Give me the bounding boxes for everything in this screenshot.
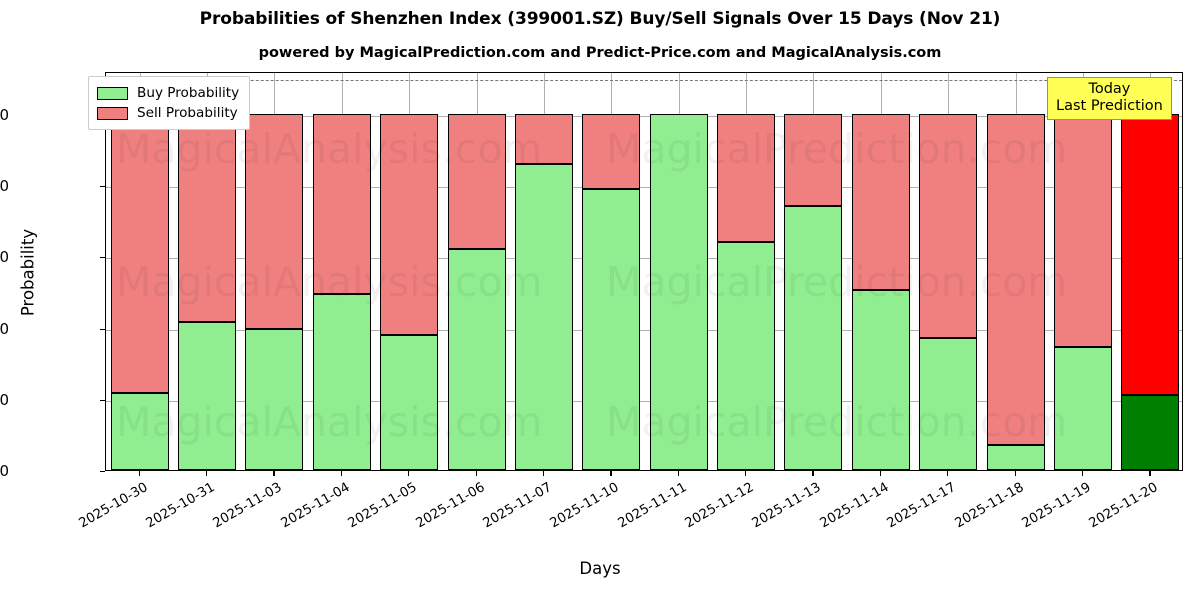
bars-layer [106,73,1182,470]
x-tick-mark [1081,471,1084,476]
x-tick-mark [1149,471,1151,476]
bar-segment-buy[interactable] [380,334,439,470]
legend-item-buy: Buy Probability [97,83,239,103]
x-tick-mark [273,471,275,476]
bar-segment-sell[interactable] [851,113,910,291]
bar-segment-buy[interactable] [110,393,169,470]
bar-group[interactable] [245,73,304,470]
bar-group[interactable] [1053,73,1112,470]
x-tick-mark [1014,471,1016,476]
bar-segment-buy[interactable] [851,290,910,470]
bar-group[interactable] [784,73,843,470]
bar-segment-buy[interactable] [447,249,506,470]
bar-group[interactable] [919,73,978,470]
bar-segment-sell[interactable] [312,113,371,294]
gridline-horizontal [106,187,1182,188]
x-tick-mark [610,471,612,476]
bar-group[interactable] [312,73,371,470]
bar-group[interactable] [178,73,237,470]
bar-group[interactable] [649,73,708,470]
bar-segment-sell[interactable] [986,113,1045,446]
bar-segment-buy[interactable] [649,113,708,470]
x-tick-mark [138,471,140,476]
bar-group[interactable] [851,73,910,470]
bar-group[interactable] [447,73,506,470]
gridline-horizontal [106,115,1182,117]
y-tick-label: 0 [0,462,9,480]
x-tick-mark [745,471,747,476]
bar-segment-sell[interactable] [784,113,843,207]
x-axis-label: Days [579,559,621,578]
gridline-horizontal [106,400,1182,402]
bar-group[interactable] [1121,73,1180,470]
bar-segment-buy[interactable] [919,338,978,470]
gridline-horizontal [106,258,1182,260]
bar-segment-buy[interactable] [717,242,776,470]
bar-segment-buy[interactable] [1121,395,1180,470]
bar-segment-sell[interactable] [447,113,506,250]
y-tick-label: 40 [0,319,9,338]
bar-segment-sell[interactable] [1053,113,1112,348]
today-annotation-line2: Last Prediction [1056,98,1163,115]
y-tick-mark [100,257,105,259]
bar-segment-sell[interactable] [717,113,776,242]
legend-swatch-buy [97,86,128,100]
x-tick-mark [408,471,410,476]
y-tick-mark [100,328,105,330]
y-tick-label: 100 [0,105,9,124]
legend-item-sell: Sell Probability [97,103,239,123]
bar-segment-sell[interactable] [380,113,439,335]
bar-segment-sell[interactable] [582,113,641,189]
today-annotation-line1: Today [1088,81,1131,97]
x-tick-mark [677,471,679,476]
bar-segment-buy[interactable] [312,293,371,470]
y-axis-label: Probability [18,228,38,317]
x-tick-mark [340,471,342,476]
bar-segment-buy[interactable] [986,445,1045,470]
bar-group[interactable] [110,73,169,470]
bar-group[interactable] [582,73,641,470]
plot-area: MagicalAnalysis.comMagicalPrediction.com… [105,72,1183,471]
bar-segment-sell[interactable] [919,113,978,339]
bar-segment-buy[interactable] [582,188,641,470]
y-tick-mark [100,399,105,401]
chart-legend: Buy Probability Sell Probability [88,76,251,130]
y-tick-label: 20 [0,390,9,409]
today-annotation: Today Last Prediction [1047,77,1172,121]
y-tick-mark [100,186,105,188]
legend-label-buy: Buy Probability [137,85,240,101]
x-tick-mark [947,471,949,476]
legend-label-sell: Sell Probability [137,105,238,121]
bar-segment-buy[interactable] [245,329,304,470]
bar-segment-sell[interactable] [110,113,169,394]
bar-segment-sell[interactable] [178,113,237,323]
y-tick-label: 80 [0,177,9,195]
bar-group[interactable] [986,73,1045,470]
x-tick-mark [542,471,545,476]
bar-group[interactable] [717,73,776,470]
bar-segment-sell[interactable] [514,113,573,164]
x-tick-mark [475,471,477,476]
bar-segment-buy[interactable] [784,206,843,470]
bar-group[interactable] [514,73,573,470]
gridline-horizontal [106,329,1182,331]
y-tick-mark [100,471,105,473]
chart-subtitle: powered by MagicalPrediction.com and Pre… [258,45,942,61]
bar-segment-buy[interactable] [514,163,573,470]
threshold-line [106,80,1182,82]
legend-swatch-sell [97,106,128,120]
x-tick-mark [879,471,881,476]
page-title: Probabilities of Shenzhen Index (399001.… [199,9,1001,29]
x-tick-mark [206,471,208,476]
bar-segment-buy[interactable] [178,322,237,470]
y-tick-label: 60 [0,248,9,267]
bar-segment-sell[interactable] [245,113,304,330]
x-tick-mark [812,471,814,476]
bar-segment-buy[interactable] [1053,347,1112,470]
bar-group[interactable] [380,73,439,470]
bar-segment-sell[interactable] [1121,113,1180,396]
